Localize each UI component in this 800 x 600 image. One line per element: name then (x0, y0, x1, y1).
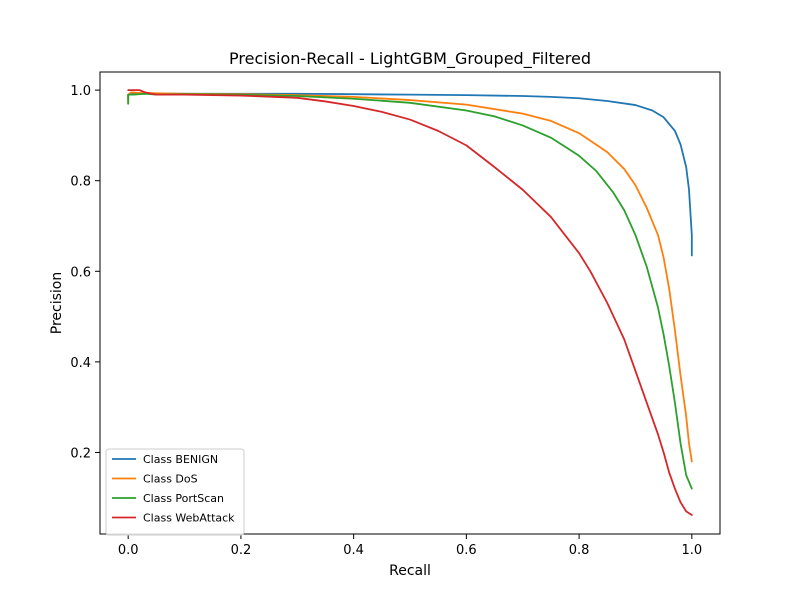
x-axis-title: Recall (389, 563, 431, 579)
y-axis-ticks: 0.2 0.4 0.6 0.8 1.0 (70, 84, 100, 461)
legend: Class BENIGN Class DoS Class PortScan Class… (105, 448, 245, 536)
x-tick-label: 0.2 (231, 543, 252, 558)
x-tick-label: 1.0 (681, 543, 702, 558)
series-line-class-webattack (127, 89, 693, 516)
x-tick-label: 0.8 (569, 543, 590, 558)
y-tick-label: 0.2 (70, 446, 91, 461)
y-axis-title: Precision (49, 272, 65, 334)
y-tick-label: 0.8 (70, 175, 91, 190)
y-tick-label: 1.0 (70, 84, 91, 99)
legend-label: Class PortScan (143, 492, 224, 505)
legend-label: Class DoS (143, 473, 198, 486)
y-tick-label: 0.4 (70, 356, 91, 371)
x-axis-ticks: 0.0 0.2 0.4 0.6 0.8 1.0 (118, 534, 702, 558)
plot-frame (99, 71, 721, 535)
legend-label: Class BENIGN (143, 453, 218, 466)
y-tick-label: 0.6 (70, 265, 91, 280)
series-line-class-dos (127, 91, 693, 463)
chart-title: Precision-Recall - LightGBM_Grouped_Filt… (229, 49, 591, 69)
legend-box (105, 448, 245, 536)
x-tick-label: 0.0 (118, 543, 139, 558)
x-tick-label: 0.4 (343, 543, 364, 558)
legend-label: Class WebAttack (143, 512, 235, 525)
x-tick-label: 0.6 (456, 543, 477, 558)
series-group (127, 89, 693, 516)
